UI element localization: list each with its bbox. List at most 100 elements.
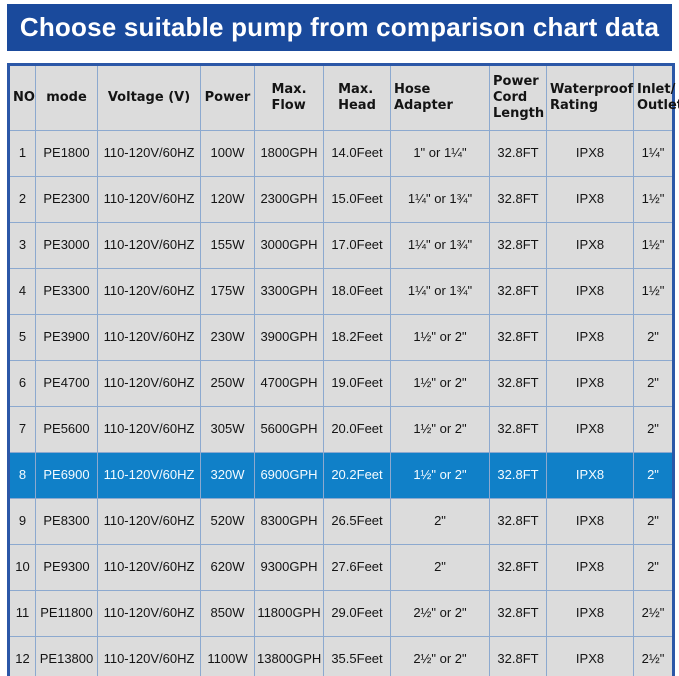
cell-max-flow: 3000GPH (254, 222, 324, 269)
cell-waterproof-rating: IPX8 (546, 498, 634, 545)
cell-waterproof-rating: IPX8 (546, 544, 634, 591)
cell-inlet-outlet: 1½" (633, 222, 674, 269)
cell-max-flow: 2300GPH (254, 176, 324, 223)
cell-waterproof-rating: IPX8 (546, 314, 634, 361)
cell-max-flow: 6900GPH (254, 452, 324, 499)
cell-power-cord-length: 32.8FT (489, 268, 547, 315)
cell-hose-adapter: 1¼" or 1¾" (390, 222, 490, 269)
cell-model: PE4700 (35, 360, 98, 407)
col-header-waterproof-rating: Waterproof Rating (546, 64, 634, 131)
table-row: 1 PE1800 110-120V/60HZ 100W 1800GPH 14.0Feet 1… (8, 130, 674, 177)
col-header-power: Power (200, 64, 255, 131)
cell-waterproof-rating: IPX8 (546, 636, 634, 676)
cell-power-cord-length: 32.8FT (489, 498, 547, 545)
cell-inlet-outlet: 2" (633, 452, 674, 499)
cell-waterproof-rating: IPX8 (546, 130, 634, 177)
cell-max-head: 14.0Feet (323, 130, 391, 177)
col-header-label: mode (46, 89, 87, 105)
cell-model: PE9300 (35, 544, 98, 591)
cell-hose-adapter: 1½" or 2" (390, 452, 490, 499)
cell-hose-adapter: 2½" or 2" (390, 590, 490, 637)
cell-hose-adapter: 1½" or 2" (390, 406, 490, 453)
cell-power-cord-length: 32.8FT (489, 590, 547, 637)
cell-model: PE3300 (35, 268, 98, 315)
cell-hose-adapter: 1¼" or 1¾" (390, 176, 490, 223)
cell-no: 9 (8, 498, 36, 545)
col-header-max-flow: Max. Flow (254, 64, 324, 131)
cell-power-cord-length: 32.8FT (489, 544, 547, 591)
cell-inlet-outlet: 2" (633, 544, 674, 591)
col-header-label: Max. Head (338, 81, 376, 113)
cell-model: PE6900 (35, 452, 98, 499)
cell-max-flow: 9300GPH (254, 544, 324, 591)
table-row: 7 PE5600 110-120V/60HZ 305W 5600GPH 20.0Feet 1… (8, 406, 674, 453)
col-header-label: Voltage (V) (107, 89, 191, 105)
cell-power-cord-length: 32.8FT (489, 222, 547, 269)
cell-hose-adapter: 2½" or 2" (390, 636, 490, 676)
col-header-no: NO (8, 64, 36, 131)
cell-max-head: 27.6Feet (323, 544, 391, 591)
cell-max-head: 20.2Feet (323, 452, 391, 499)
cell-no: 3 (8, 222, 36, 269)
cell-model: PE3000 (35, 222, 98, 269)
col-header-label: Waterproof Rating (550, 81, 634, 113)
cell-max-flow: 3300GPH (254, 268, 324, 315)
cell-power: 120W (200, 176, 255, 223)
cell-power-cord-length: 32.8FT (489, 406, 547, 453)
table-row: 3 PE3000 110-120V/60HZ 155W 3000GPH 17.0Feet 1… (8, 222, 674, 269)
cell-model: PE8300 (35, 498, 98, 545)
col-header-label: Hose Adapter (394, 81, 453, 113)
title-bar: Choose suitable pump from comparison cha… (7, 4, 672, 51)
cell-no: 7 (8, 406, 36, 453)
page-title: Choose suitable pump from comparison cha… (19, 12, 660, 42)
col-header-label: NO (13, 89, 35, 105)
table-row: 10 PE9300 110-120V/60HZ 620W 9300GPH 27.6Feet… (8, 544, 674, 591)
cell-no: 8 (8, 452, 36, 499)
cell-max-flow: 1800GPH (254, 130, 324, 177)
cell-voltage: 110-120V/60HZ (97, 498, 201, 545)
cell-inlet-outlet: 2" (633, 406, 674, 453)
table-body: 1 PE1800 110-120V/60HZ 100W 1800GPH 14.0Feet 1… (8, 130, 674, 676)
cell-model: PE5600 (35, 406, 98, 453)
cell-max-flow: 4700GPH (254, 360, 324, 407)
cell-waterproof-rating: IPX8 (546, 268, 634, 315)
col-header-hose-adapter: Hose Adapter (390, 64, 490, 131)
cell-voltage: 110-120V/60HZ (97, 452, 201, 499)
cell-power: 230W (200, 314, 255, 361)
cell-power: 175W (200, 268, 255, 315)
cell-no: 4 (8, 268, 36, 315)
cell-power-cord-length: 32.8FT (489, 176, 547, 223)
cell-power: 520W (200, 498, 255, 545)
cell-max-flow: 5600GPH (254, 406, 324, 453)
cell-no: 6 (8, 360, 36, 407)
cell-waterproof-rating: IPX8 (546, 590, 634, 637)
cell-power: 1100W (200, 636, 255, 676)
cell-power: 250W (200, 360, 255, 407)
cell-power-cord-length: 32.8FT (489, 636, 547, 676)
cell-waterproof-rating: IPX8 (546, 406, 634, 453)
cell-waterproof-rating: IPX8 (546, 222, 634, 269)
table-row: 5 PE3900 110-120V/60HZ 230W 3900GPH 18.2Feet 1… (8, 314, 674, 361)
cell-power-cord-length: 32.8FT (489, 360, 547, 407)
cell-waterproof-rating: IPX8 (546, 452, 634, 499)
cell-model: PE3900 (35, 314, 98, 361)
cell-hose-adapter: 2" (390, 544, 490, 591)
header-row: NO mode Voltage (V) Power Max. Flow Max.… (8, 64, 679, 131)
cell-max-head: 19.0Feet (323, 360, 391, 407)
cell-no: 5 (8, 314, 36, 361)
cell-power-cord-length: 32.8FT (489, 452, 547, 499)
cell-power: 155W (200, 222, 255, 269)
cell-max-flow: 11800GPH (254, 590, 324, 637)
cell-max-head: 35.5Feet (323, 636, 391, 676)
cell-hose-adapter: 1½" or 2" (390, 314, 490, 361)
cell-power: 305W (200, 406, 255, 453)
cell-max-head: 18.2Feet (323, 314, 391, 361)
col-header-label: Inlet/ Outlet (637, 81, 679, 113)
cell-model: PE2300 (35, 176, 98, 223)
cell-max-head: 26.5Feet (323, 498, 391, 545)
cell-hose-adapter: 1½" or 2" (390, 360, 490, 407)
cell-voltage: 110-120V/60HZ (97, 314, 201, 361)
cell-inlet-outlet: 1¼" (633, 130, 674, 177)
col-header-label: Power (204, 89, 251, 105)
